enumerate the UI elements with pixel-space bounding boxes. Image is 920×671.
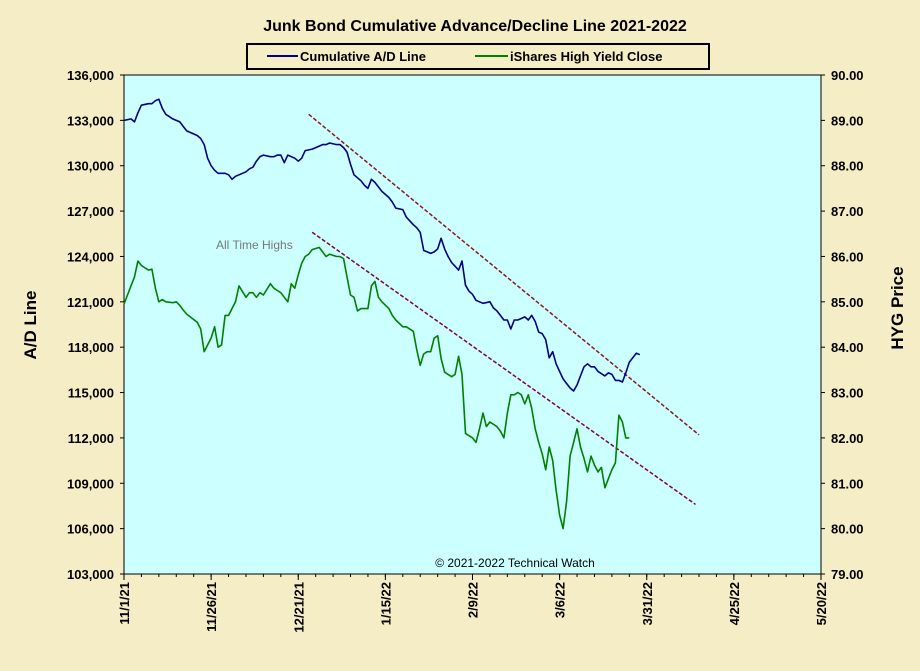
- x-tick-label: 3/31/22: [640, 582, 655, 625]
- legend: Cumulative A/D Line iShares High Yield C…: [246, 43, 710, 70]
- y-left-tick-label: 118,000: [68, 340, 114, 355]
- plot-area: [123, 74, 822, 575]
- y-left-tick-label: 103,000: [67, 567, 114, 582]
- x-tick-label: 4/25/22: [727, 582, 742, 625]
- series-line-hyg: [123, 246, 630, 530]
- x-tick-label: 2/9/22: [466, 582, 481, 618]
- copyright-text: © 2021-2022 Technical Watch: [435, 556, 595, 570]
- y-left-tick-label: 115,000: [68, 386, 114, 401]
- legend-label-hyg: iShares High Yield Close: [510, 49, 662, 64]
- y-left-tick-label: 121,000: [67, 295, 114, 310]
- y-left-tick-label: 127,000: [67, 204, 114, 219]
- chart-title: Junk Bond Cumulative Advance/Decline Lin…: [263, 18, 687, 35]
- y-axis-right: 90.00 89.00 88.00 87.00 86.00 85.00 84.00 83.00…: [821, 68, 864, 582]
- trendline: [308, 113, 700, 436]
- series-lines: [123, 98, 641, 530]
- y-left-tick-label: 136,000: [67, 68, 114, 83]
- y-left-tick-label: 130,000: [67, 159, 114, 174]
- x-tick-label: 11/26/21: [204, 582, 219, 632]
- y-axis-left: 136,000 133,000 130,000 127,000 124,000 121,0…: [67, 68, 124, 582]
- x-tick-label: 1/15/22: [378, 582, 393, 625]
- y-right-tick-label: 85.00: [831, 295, 864, 310]
- y-right-tick-label: 79.00: [831, 567, 864, 582]
- trendlines: [308, 113, 700, 506]
- y-left-tick-label: 133,000: [67, 113, 114, 128]
- legend-label-ad-line: Cumulative A/D Line: [300, 49, 426, 64]
- x-tick-label: 11/1/21: [117, 582, 132, 625]
- y-axis-left-title: A/D Line: [21, 291, 40, 360]
- y-right-tick-label: 90.00: [831, 68, 864, 83]
- x-tick-label: 5/20/22: [814, 582, 829, 625]
- y-right-tick-label: 81.00: [831, 476, 864, 491]
- x-tick-label: 12/21/21: [291, 582, 306, 633]
- trendline: [311, 231, 696, 506]
- annotation-all-time-highs: All Time Highs: [216, 238, 293, 252]
- y-right-tick-label: 82.00: [831, 431, 864, 446]
- y-right-tick-label: 88.00: [831, 159, 864, 174]
- y-right-tick-label: 83.00: [831, 386, 864, 401]
- y-left-tick-label: 106,000: [67, 522, 114, 537]
- y-left-tick-label: 109,000: [67, 476, 114, 491]
- x-axis: 11/1/21 11/26/21 12/21/21 1/15/22 2/9/22 3/6/…: [117, 574, 829, 633]
- y-right-tick-label: 89.00: [831, 113, 864, 128]
- y-right-tick-label: 84.00: [831, 340, 864, 355]
- y-left-tick-label: 112,000: [68, 431, 114, 446]
- y-right-tick-label: 86.00: [831, 249, 864, 264]
- x-tick-label: 3/6/22: [553, 582, 568, 618]
- y-right-tick-label: 80.00: [831, 522, 864, 537]
- y-axis-right-title: HYG Price: [888, 266, 907, 349]
- series-line-ad-line: [123, 98, 641, 392]
- y-right-tick-label: 87.00: [831, 204, 864, 219]
- y-left-tick-label: 124,000: [67, 249, 114, 264]
